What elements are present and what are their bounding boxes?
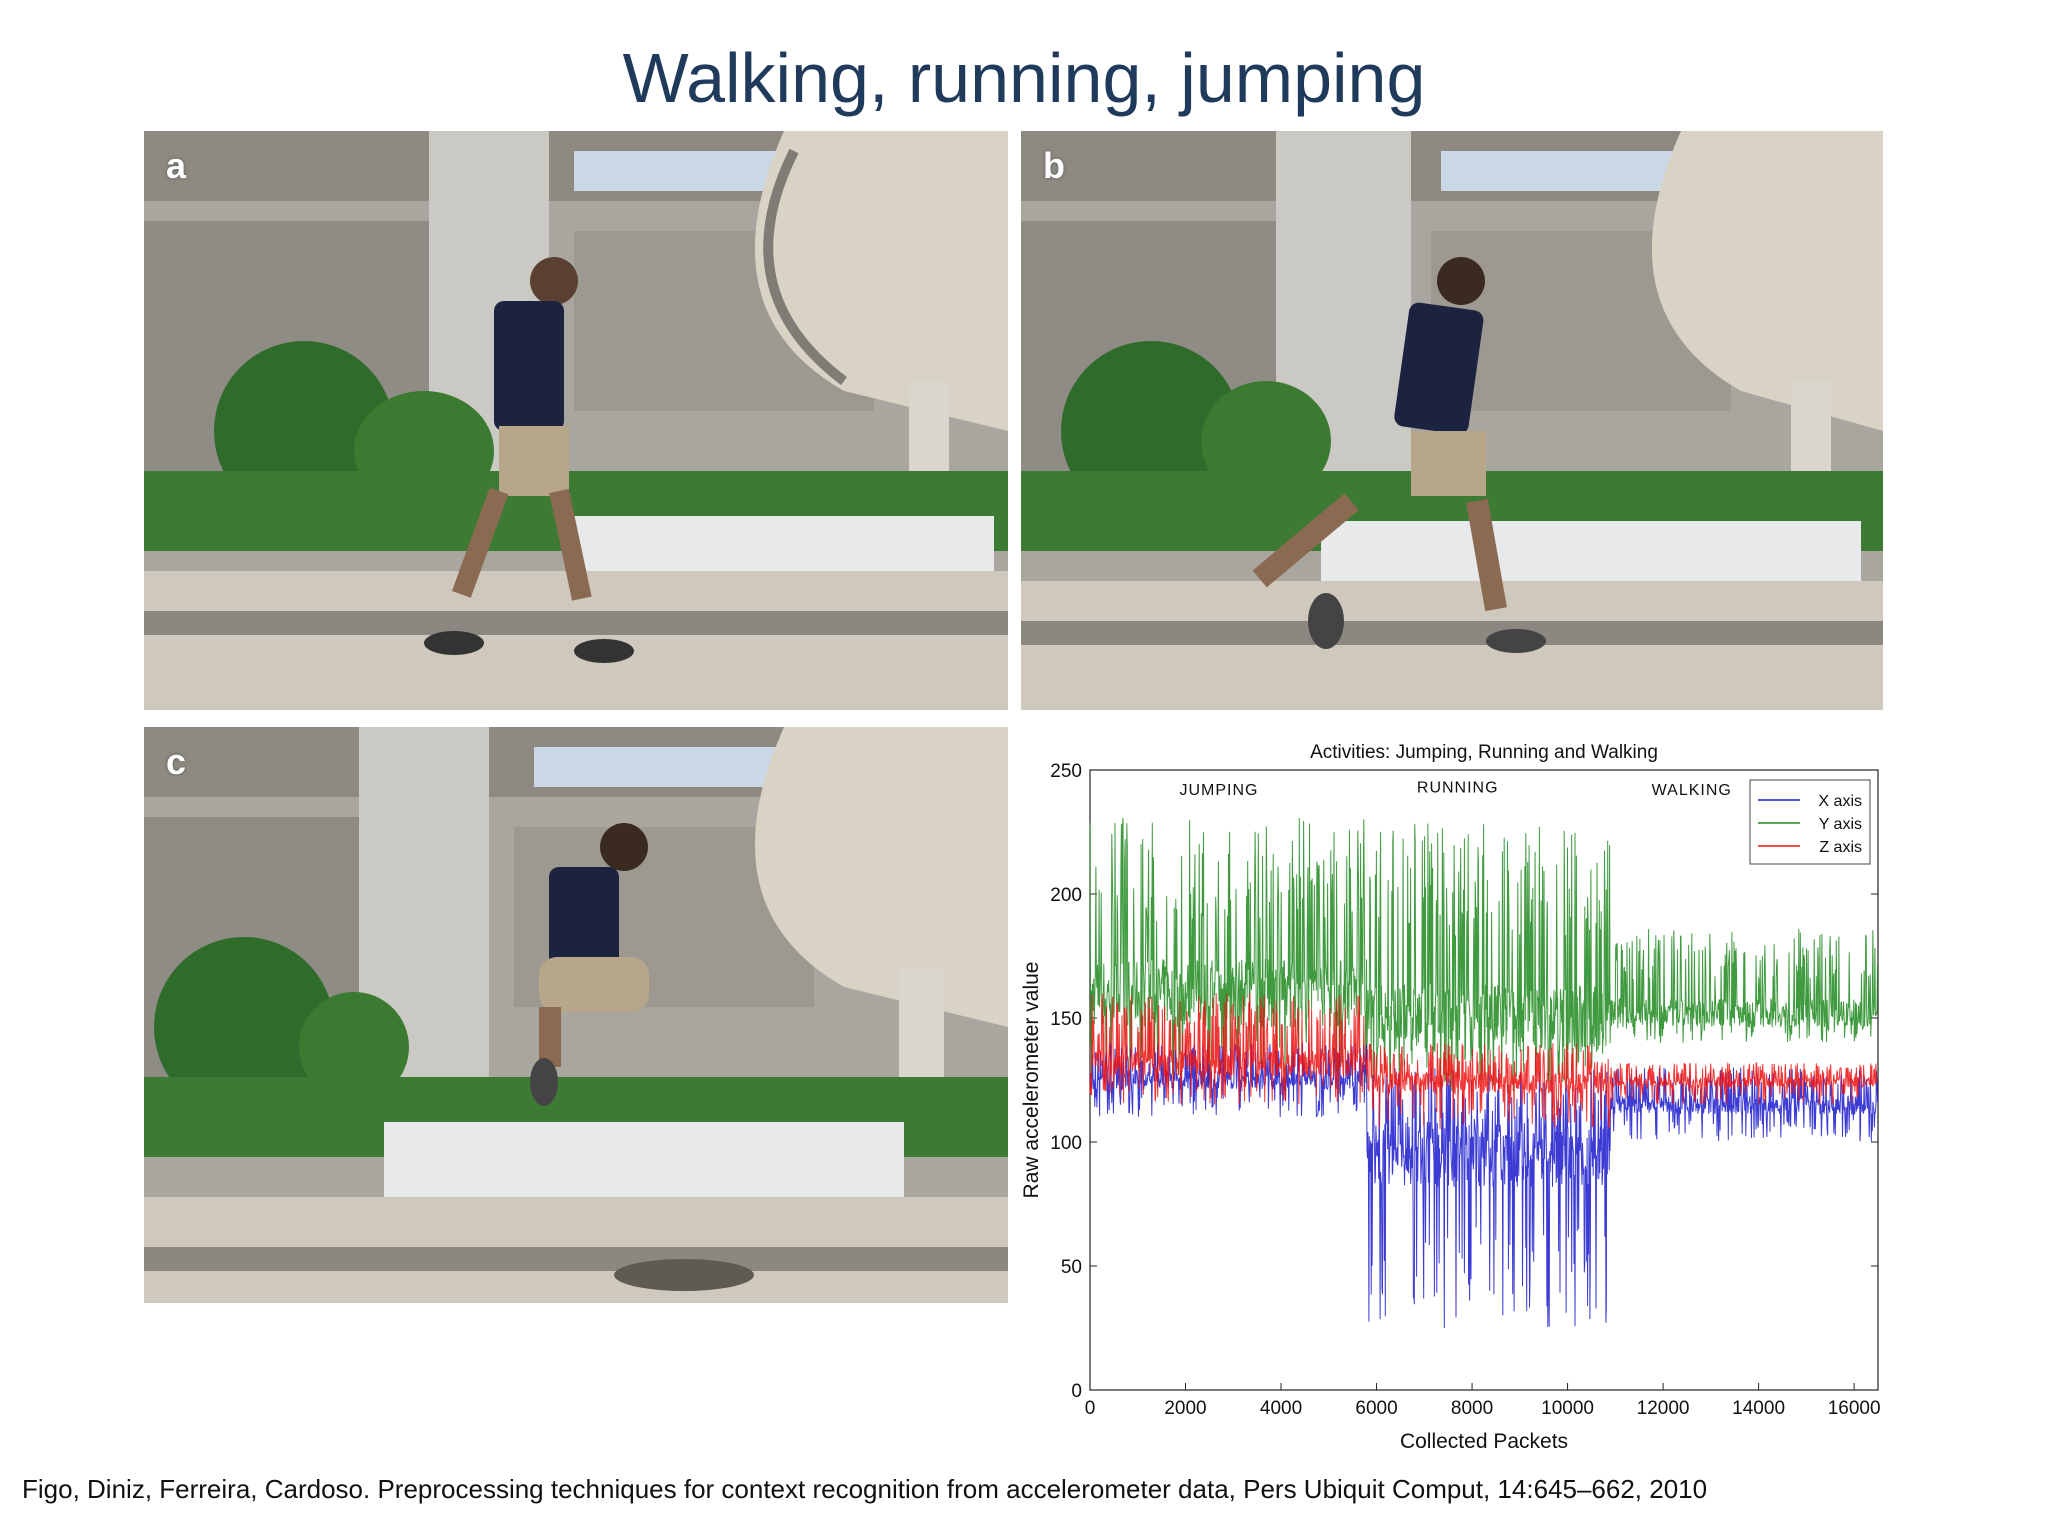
panel-label-a: a [166,145,187,186]
slide-title: Walking, running, jumping [622,39,1426,117]
running-photo: b [1021,131,1883,710]
y-tick-label: 150 [1050,1009,1082,1030]
y-tick-label: 50 [1061,1257,1082,1278]
x-tick-label: 10000 [1541,1398,1594,1419]
legend-label: Z axis [1819,839,1862,856]
citation: Figo, Diniz, Ferreira, Cardoso. Preproce… [22,1474,1708,1504]
x-tick-label: 4000 [1260,1398,1302,1419]
y-tick-label: 100 [1050,1133,1082,1154]
activity-annotation: JUMPING [1179,782,1258,799]
x-tick-label: 6000 [1355,1398,1397,1419]
panel-label-c: c [166,741,187,782]
chart-title: Activities: Jumping, Running and Walking [1310,742,1658,763]
jumping-photo: c [144,727,1008,1303]
activity-annotation: WALKING [1652,782,1732,799]
x-tick-label: 12000 [1637,1398,1690,1419]
y-tick-label: 0 [1071,1381,1082,1402]
jumping-scene [144,727,1008,1303]
x-axis-label: Collected Packets [1400,1430,1568,1453]
x-tick-label: 14000 [1732,1398,1785,1419]
panel-label-b: b [1043,145,1065,186]
y-axis-label: Raw accelerometer value [1020,962,1043,1199]
series-line-z-axis [1089,993,1878,1130]
walking-scene [144,131,1008,710]
chart-marks: Activities: Jumping, Running and Walking… [1010,730,1890,1460]
y-tick-label: 250 [1050,761,1082,782]
running-scene [1021,131,1883,710]
y-tick-label: 200 [1050,885,1082,906]
x-tick-label: 16000 [1828,1398,1881,1419]
x-tick-label: 8000 [1451,1398,1493,1419]
activity-annotation: RUNNING [1417,779,1499,796]
legend-label: Y axis [1819,816,1862,833]
x-tick-label: 0 [1085,1398,1096,1419]
legend-label: X axis [1818,793,1862,810]
walking-photo: a [144,131,1008,710]
accelerometer-chart: Activities: Jumping, Running and Walking… [1010,730,1890,1460]
chart-svg: Activities: Jumping, Running and Walking… [1010,730,1890,1460]
legend-box [1749,779,1871,865]
series-line-y-axis [1089,817,1878,1092]
x-tick-label: 2000 [1164,1398,1206,1419]
